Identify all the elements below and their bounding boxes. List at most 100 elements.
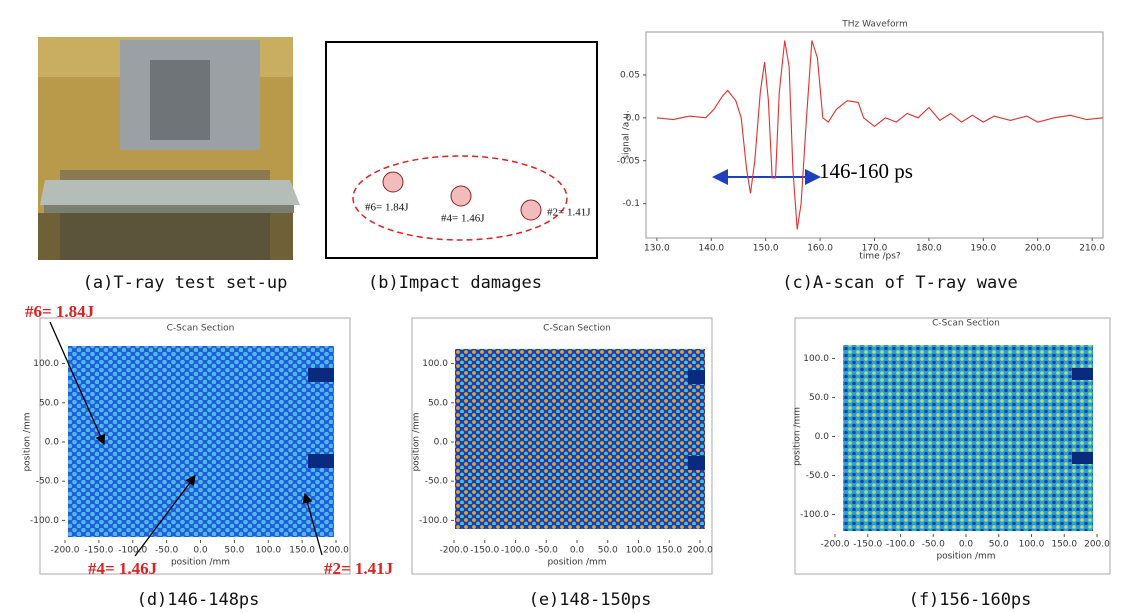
x-axis-label: position /mm [936, 552, 995, 562]
x-tick-label: -200.0 [50, 546, 79, 556]
x-tick-label: 150.0 [753, 244, 779, 254]
chart-title: THz Waveform [841, 20, 908, 30]
y-tick-label: 100.0 [803, 354, 829, 364]
arrow [49, 321, 106, 446]
cscan-image [68, 346, 334, 537]
x-tick-label: -150.0 [470, 546, 499, 556]
x-tick-label: 140.0 [698, 244, 724, 254]
y-tick-label: 0.0 [815, 432, 830, 442]
x-axis-label: time /ps? [859, 252, 901, 262]
chart-title: C-Scan Section [543, 324, 611, 334]
x-tick-label: 190.0 [970, 244, 996, 254]
impact-site [382, 171, 404, 193]
x-tick-label: -50.0 [922, 540, 946, 550]
cscan-feature [1072, 368, 1093, 380]
x-tick-label: 180.0 [916, 244, 942, 254]
x-tick-label: 100.0 [1019, 540, 1045, 550]
x-axis-label: position /mm [171, 558, 230, 568]
x-tick-label: -100.0 [886, 540, 915, 550]
x-tick-label: 0.0 [959, 540, 974, 550]
y-tick-label: 50.0 [809, 393, 829, 403]
x-tick-label: -200.0 [439, 546, 468, 556]
caption: (c)A-scan of T-ray wave [782, 273, 1017, 293]
x-tick-label: 210.0 [1079, 244, 1105, 254]
cscan-image [843, 345, 1093, 531]
x-tick-label: 130.0 [644, 244, 670, 254]
x-tick-label: -100.0 [501, 546, 530, 556]
x-axis-label: position /mm [547, 558, 606, 568]
x-tick-label: 200.0 [1025, 244, 1051, 254]
caption: (b)Impact damages [368, 273, 542, 293]
impact-label: #6= 1.84J [365, 202, 409, 214]
x-tick-label: 0.0 [570, 546, 585, 556]
specimen-outline [325, 41, 598, 259]
caption: (e)148-150ps [529, 590, 652, 610]
x-tick-label: -100.0 [118, 546, 147, 556]
cscan-feature [308, 454, 334, 468]
y-tick-label: -50.0 [806, 471, 830, 481]
x-tick-label: 100.0 [255, 546, 281, 556]
x-tick-label: 150.0 [1051, 540, 1077, 550]
y-tick-label: -100.0 [800, 510, 829, 520]
x-tick-label: 160.0 [807, 244, 833, 254]
impact-label: #2= 1.41J [547, 207, 591, 219]
x-tick-label: 50.0 [989, 540, 1009, 550]
x-tick-label: 200.0 [1084, 540, 1110, 550]
y-tick-label: 100.0 [33, 359, 59, 369]
cscan-feature [688, 370, 705, 384]
impact-site [520, 199, 542, 221]
x-tick-label: -150.0 [853, 540, 882, 550]
impact-label: #4= 1.46J [441, 213, 485, 225]
x-tick-label: 100.0 [626, 546, 652, 556]
annotation: #6= 1.84J [25, 302, 95, 321]
y-tick-label: 0.0 [434, 438, 449, 448]
caption: (d)146-148ps [137, 590, 260, 610]
x-tick-label: -200.0 [820, 540, 849, 550]
y-axis-label: position /mm [412, 412, 422, 471]
plot-frame [645, 31, 1104, 239]
cscan-feature [688, 456, 705, 470]
chart-title: C-Scan Section [932, 319, 1000, 329]
waveform-line [656, 40, 1104, 230]
y-axis-label: position /mm [793, 407, 803, 466]
y-axis-label: position /mm [23, 412, 33, 471]
y-tick-label: 50.0 [39, 398, 59, 408]
arrow [134, 474, 196, 557]
x-tick-label: 0.0 [193, 546, 208, 556]
x-tick-label: 150.0 [289, 546, 315, 556]
x-tick-label: 50.0 [598, 546, 618, 556]
photo-setup [38, 37, 300, 260]
y-tick-label: -0.05 [617, 156, 640, 166]
chart-title: C-Scan Section [167, 324, 235, 334]
y-tick-label: 0.0 [45, 438, 60, 448]
annotation: #4= 1.46J [88, 559, 158, 578]
annotation: 146-160 ps [819, 159, 913, 183]
cscan-feature [1072, 452, 1093, 464]
caption: (a)T-ray test set-up [83, 273, 288, 293]
y-tick-label: -100.0 [419, 516, 448, 526]
x-tick-label: 200.0 [323, 546, 349, 556]
x-tick-label: -50.0 [535, 546, 559, 556]
x-tick-label: 170.0 [862, 244, 888, 254]
y-tick-label: -50.0 [36, 477, 60, 487]
annotation: #2= 1.41J [324, 559, 394, 578]
arrow [302, 492, 323, 556]
caption: (f)156-160ps [909, 590, 1032, 610]
y-tick-label: 0.0 [626, 113, 641, 123]
y-tick-label: -50.0 [425, 477, 449, 487]
cscan-image [455, 349, 705, 529]
y-tick-label: 50.0 [428, 398, 448, 408]
y-tick-label: -0.1 [622, 199, 640, 209]
x-tick-label: 50.0 [224, 546, 244, 556]
x-tick-label: -150.0 [84, 546, 113, 556]
y-axis-label: signal /a.u. [622, 110, 632, 159]
x-tick-label: 200.0 [687, 546, 713, 556]
y-tick-label: 0.05 [620, 70, 640, 80]
damage-region [352, 155, 568, 241]
y-tick-label: 100.0 [422, 359, 448, 369]
impact-site [450, 185, 472, 207]
x-tick-label: -50.0 [155, 546, 179, 556]
y-tick-label: -100.0 [30, 516, 59, 526]
cscan-feature [308, 368, 334, 382]
